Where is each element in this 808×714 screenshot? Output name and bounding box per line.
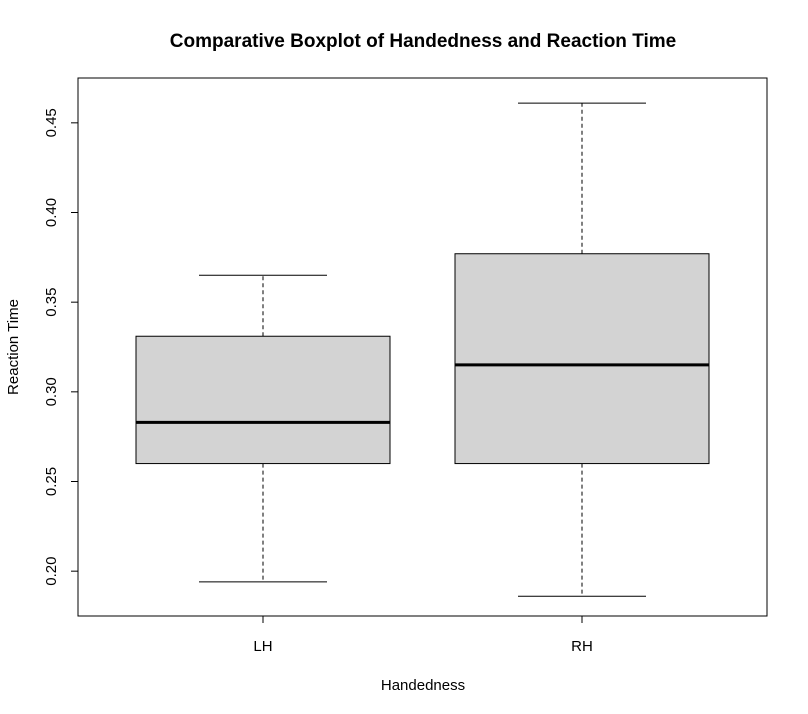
y-tick-label: 0.20 <box>43 557 60 586</box>
box-lh <box>135 274 391 583</box>
y-tick-label: 0.45 <box>43 108 60 137</box>
y-tick-label: 0.25 <box>43 467 60 496</box>
x-axis: LH RH <box>253 615 593 655</box>
y-tick-label: 0.40 <box>43 198 60 227</box>
x-axis-label: Handedness <box>381 677 465 694</box>
y-tick-label: 0.35 <box>43 288 60 317</box>
y-tick-label: 0.30 <box>43 377 60 406</box>
iqr-box <box>135 335 391 465</box>
y-axis: 0.20 0.25 0.30 0.35 0.40 0.45 <box>43 108 79 586</box>
x-tick-label: RH <box>571 638 593 655</box>
x-tick-label: LH <box>253 638 272 655</box>
boxes-layer <box>135 102 710 597</box>
box-rh <box>454 102 710 597</box>
iqr-box <box>454 253 710 465</box>
chart-title: Comparative Boxplot of Handedness and Re… <box>170 31 676 52</box>
y-axis-label: Reaction Time <box>5 299 22 395</box>
